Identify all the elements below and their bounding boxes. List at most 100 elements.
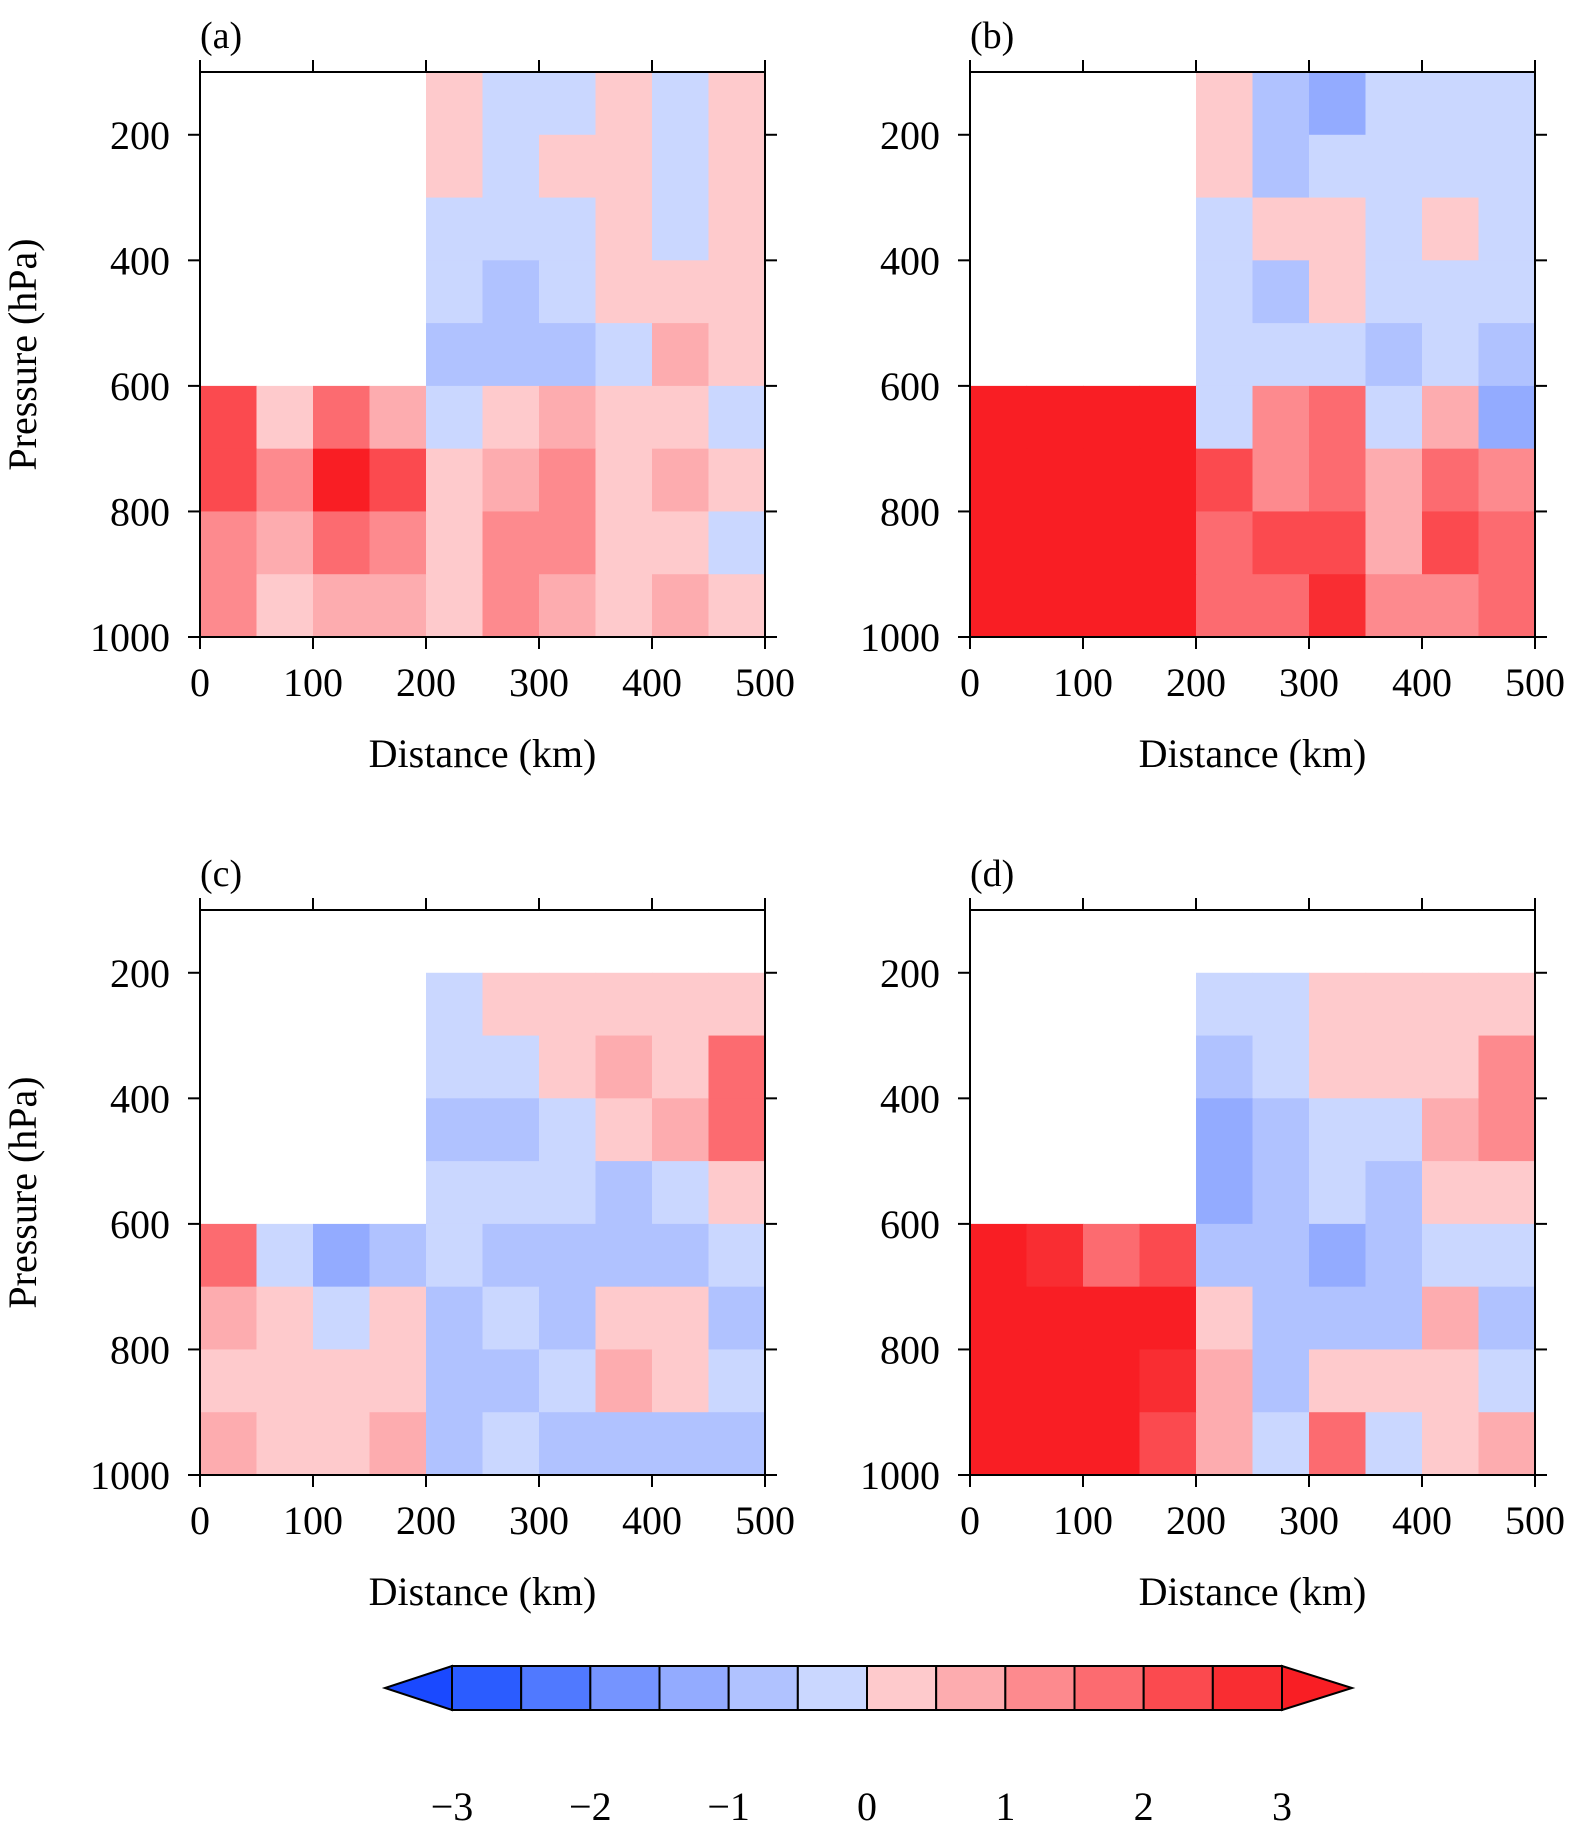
- y-tick-label: 400: [110, 1076, 170, 1121]
- heatmap-cell: [970, 1412, 1028, 1476]
- heatmap-cell: [426, 385, 484, 450]
- heatmap-cell: [313, 1349, 371, 1413]
- heatmap-cell: [313, 574, 371, 638]
- x-tick-label: 100: [1053, 1498, 1113, 1543]
- heatmap-cell: [539, 1412, 597, 1476]
- heatmap-cell: [652, 1412, 710, 1476]
- heatmap-cell: [539, 260, 597, 324]
- heatmap-cell: [1365, 1349, 1423, 1413]
- y-tick-label: 1000: [90, 1453, 170, 1498]
- heatmap-cell: [1365, 972, 1423, 1037]
- heatmap-cell: [426, 1035, 484, 1099]
- heatmap-cell: [1083, 1412, 1141, 1476]
- heatmap-cell: [1196, 1161, 1254, 1225]
- heatmap-cell: [426, 1161, 484, 1225]
- panel-label: (c): [200, 853, 242, 895]
- heatmap-cell: [1083, 1223, 1141, 1288]
- heatmap-cell: [256, 1349, 314, 1413]
- heatmap-cell: [482, 574, 540, 638]
- heatmap-cell: [1196, 134, 1254, 199]
- heatmap-cell: [652, 574, 710, 638]
- plot-frame: [199, 909, 766, 1476]
- heatmap-cell: [1139, 1412, 1197, 1476]
- heatmap-cell: [1026, 574, 1084, 638]
- heatmap-cell: [200, 1286, 258, 1351]
- heatmap-cell: [1309, 72, 1367, 136]
- heatmap-cell: [1365, 385, 1423, 450]
- heatmap-cell: [595, 385, 653, 450]
- heatmap-cell: [369, 511, 427, 575]
- heatmap-cell: [1422, 197, 1480, 261]
- heatmap-cell: [652, 72, 710, 136]
- heatmap-cell: [652, 448, 710, 513]
- heatmap-cell: [256, 385, 314, 450]
- x-axis-title: Distance (km): [1139, 1569, 1367, 1614]
- heatmap-cell: [708, 972, 766, 1037]
- heatmap-cell: [1252, 448, 1310, 513]
- heatmap-cell: [1252, 1286, 1310, 1351]
- heatmap-cell: [652, 1161, 710, 1225]
- heatmap-cell: [482, 260, 540, 324]
- heatmap-cell: [1422, 1349, 1480, 1413]
- heatmap-cell: [539, 197, 597, 261]
- heatmap-cell: [708, 1412, 766, 1476]
- heatmap-cell: [595, 1349, 653, 1413]
- heatmap-cell: [652, 260, 710, 324]
- x-tick-label: 0: [960, 1498, 980, 1543]
- heatmap-cell: [1309, 1161, 1367, 1225]
- heatmap-cell: [652, 511, 710, 575]
- heatmap-cell: [1139, 1223, 1197, 1288]
- heatmap-cell: [652, 1098, 710, 1162]
- y-tick-label: 600: [880, 364, 940, 409]
- x-tick-label: 400: [1392, 1498, 1452, 1543]
- heatmap-cell: [652, 197, 710, 261]
- colorbar-box: [1004, 1665, 1076, 1711]
- x-tick-label: 100: [283, 1498, 343, 1543]
- heatmap-cell: [595, 448, 653, 513]
- heatmap-cell: [970, 511, 1028, 575]
- heatmap-cell: [426, 511, 484, 575]
- heatmap-cell: [313, 511, 371, 575]
- heatmap-cell: [539, 323, 597, 387]
- heatmap-cell: [482, 972, 540, 1037]
- colorbar-box: [1142, 1665, 1214, 1711]
- panel-c: (c) 0 100 200 300 400 500 200 400 600 800 1000 Dista…: [0, 853, 795, 1614]
- heatmap-cell: [539, 1035, 597, 1099]
- heatmap-cell: [256, 511, 314, 575]
- heatmap-cell: [482, 448, 540, 513]
- x-axis-title: Distance (km): [1139, 731, 1367, 776]
- heatmap-cell: [426, 1286, 484, 1351]
- heatmap-cell: [482, 1412, 540, 1476]
- heatmap-cell: [1196, 72, 1254, 136]
- heatmap-cell: [482, 197, 540, 261]
- heatmap-cell: [1309, 1098, 1367, 1162]
- colorbar-under-triangle: [381, 1664, 453, 1712]
- heatmap-cell: [1083, 1286, 1141, 1351]
- heatmap-cell: [1026, 448, 1084, 513]
- heatmap-cell: [426, 1098, 484, 1162]
- heatmap-cell: [1026, 385, 1084, 450]
- colorbar-label: 3: [1272, 1784, 1292, 1829]
- heatmap-cell: [200, 1412, 258, 1476]
- y-tick-label: 400: [880, 238, 940, 283]
- x-tick-label: 500: [735, 660, 795, 705]
- heatmap-cell: [482, 1223, 540, 1288]
- heatmap-cell: [652, 385, 710, 450]
- x-tick-label: 0: [960, 660, 980, 705]
- heatmap-cell: [595, 134, 653, 199]
- colorbar-box: [796, 1665, 869, 1711]
- x-tick-label: 200: [1166, 1498, 1226, 1543]
- heatmap-cell: [1139, 511, 1197, 575]
- heatmap-cell: [482, 1349, 540, 1413]
- x-tick-label: 500: [1505, 660, 1565, 705]
- heatmap-cell: [539, 385, 597, 450]
- x-tick-label: 0: [190, 660, 210, 705]
- heatmap-cell: [1478, 1098, 1536, 1162]
- heatmap-cell: [256, 1412, 314, 1476]
- x-tick-label: 500: [1505, 1498, 1565, 1543]
- heatmap-cell: [426, 260, 484, 324]
- heatmap-cell: [1252, 323, 1310, 387]
- heatmap-cell: [708, 1161, 766, 1225]
- heatmap-cell: [369, 1349, 427, 1413]
- heatmap-cell: [1365, 448, 1423, 513]
